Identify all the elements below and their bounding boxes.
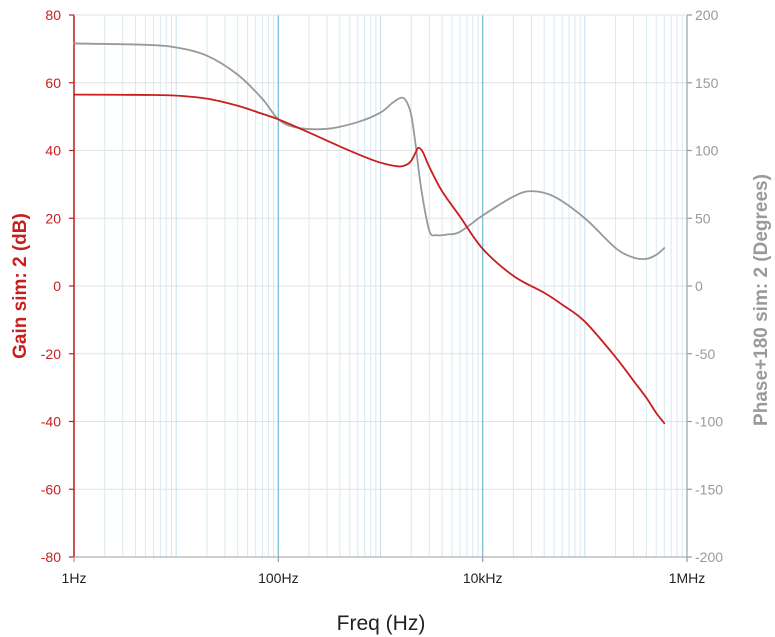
axes bbox=[69, 14, 692, 562]
right-tick-label: 200 bbox=[695, 7, 719, 23]
gain-line bbox=[73, 93, 666, 425]
tick-labels: 806040200-20-40-60-80200150100500-50-100… bbox=[41, 7, 723, 586]
right-tick-label: 0 bbox=[695, 278, 703, 294]
left-tick-label: -80 bbox=[41, 549, 61, 565]
right-tick-label: -150 bbox=[695, 481, 723, 497]
right-tick-label: -200 bbox=[695, 549, 723, 565]
left-tick-label: 0 bbox=[53, 278, 61, 294]
x-tick-label: 10kHz bbox=[463, 570, 503, 586]
left-tick-label: 80 bbox=[45, 7, 61, 23]
right-tick-label: 150 bbox=[695, 75, 719, 91]
left-tick-label: -40 bbox=[41, 414, 61, 430]
left-tick-label: -60 bbox=[41, 481, 61, 497]
right-axis-title: Phase+180 sim: 2 (Degrees) bbox=[751, 174, 772, 426]
right-tick-label: 50 bbox=[695, 210, 711, 226]
x-tick-label: 100Hz bbox=[258, 570, 298, 586]
right-tick-label: -100 bbox=[695, 414, 723, 430]
phase-line bbox=[73, 42, 666, 261]
right-tick-label: -50 bbox=[695, 346, 715, 362]
x-tick-label: 1MHz bbox=[669, 570, 706, 586]
series-layer bbox=[73, 42, 666, 425]
x-axis-title: Freq (Hz) bbox=[337, 612, 426, 635]
x-tick-label: 1Hz bbox=[62, 570, 87, 586]
left-tick-label: -20 bbox=[41, 346, 61, 362]
left-tick-label: 60 bbox=[45, 75, 61, 91]
grid bbox=[73, 14, 688, 558]
left-axis-title: Gain sim: 2 (dB) bbox=[10, 213, 31, 359]
left-tick-label: 40 bbox=[45, 143, 61, 159]
left-tick-label: 20 bbox=[45, 210, 61, 226]
right-tick-label: 100 bbox=[695, 143, 719, 159]
